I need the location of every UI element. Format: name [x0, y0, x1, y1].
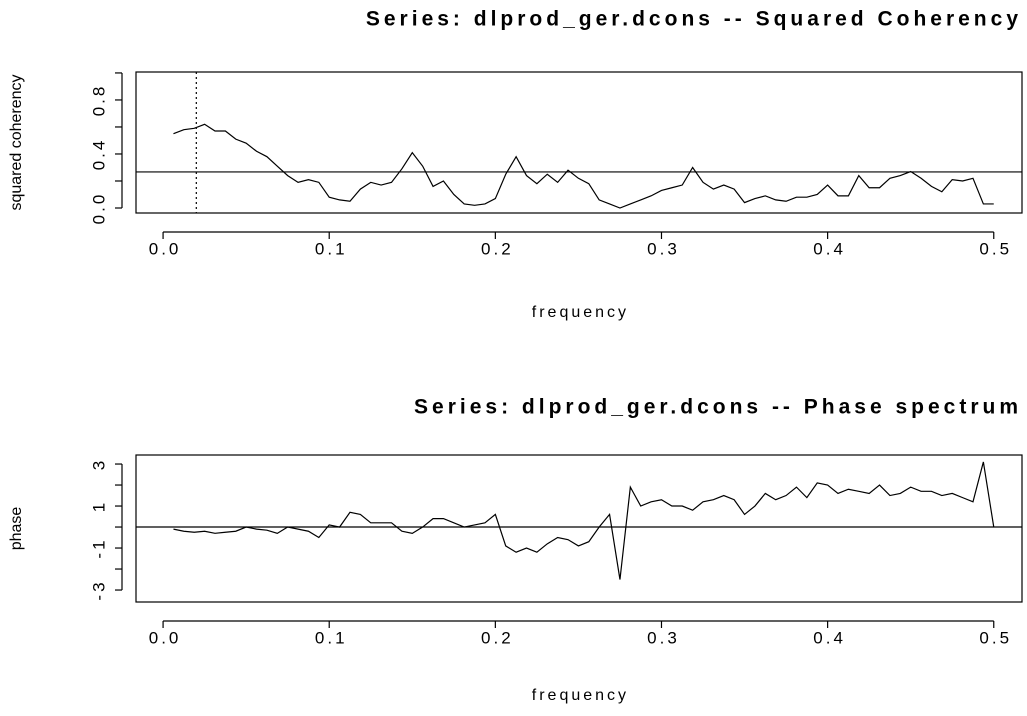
- x-tick-label: 0.5: [979, 239, 1012, 258]
- data-line: [173, 123, 994, 209]
- y-tick-label: 3: [89, 458, 108, 470]
- plot-box: [135, 71, 1023, 214]
- y-tick-label: 0.8: [89, 84, 108, 117]
- y-tick-label: -1: [89, 537, 108, 558]
- y-tick-label: -3: [89, 579, 108, 600]
- x-tick-label: 0.4: [813, 628, 846, 647]
- x-tick-label: 0.0: [149, 239, 182, 258]
- y-axis-label: phase: [8, 507, 25, 551]
- x-tick-label: 0.5: [979, 628, 1012, 647]
- y-tick-label: 0.4: [89, 138, 108, 171]
- x-tick-label: 0.3: [647, 628, 680, 647]
- x-axis-label: frequency: [532, 304, 629, 321]
- chart-title: Series: dlprod_ger.dcons -- Squared Cohe…: [366, 8, 1022, 31]
- x-tick-label: 0.3: [647, 239, 680, 258]
- x-tick-label: 0.0: [149, 628, 182, 647]
- y-tick-label: 1: [89, 500, 108, 512]
- data-line: [173, 461, 995, 580]
- x-tick-label: 0.1: [315, 628, 348, 647]
- chart-title: Series: dlprod_ger.dcons -- Phase spectr…: [414, 396, 1022, 419]
- x-tick-label: 0.4: [813, 239, 846, 258]
- plot-box: [135, 454, 1023, 603]
- x-axis-label: frequency: [532, 687, 629, 704]
- x-tick-label: 0.2: [481, 628, 514, 647]
- y-axis-label: squared coherency: [8, 74, 25, 210]
- y-tick-label: 0.0: [89, 192, 108, 225]
- x-tick-label: 0.1: [315, 239, 348, 258]
- x-tick-label: 0.2: [481, 239, 514, 258]
